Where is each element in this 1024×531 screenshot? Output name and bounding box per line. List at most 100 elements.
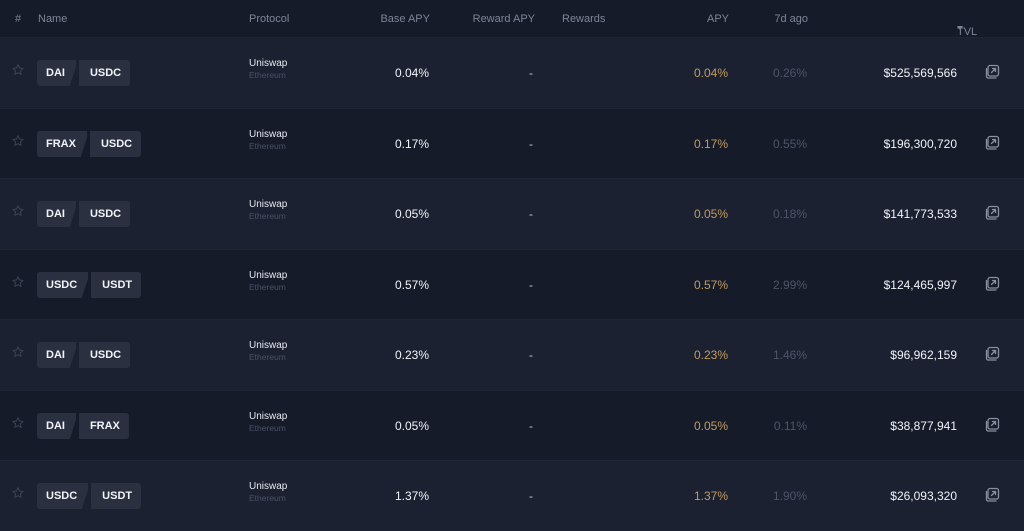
header-name[interactable]: Name (38, 13, 68, 25)
apy-7d-ago: 2.99% (772, 277, 807, 292)
token-pair[interactable]: USDC USDT (37, 483, 142, 509)
base-apy: 0.57% (394, 277, 429, 292)
protocol-cell[interactable]: Uniswap Ethereum (249, 129, 287, 151)
protocol-name: Uniswap (249, 269, 288, 281)
reward-apy: - (529, 418, 533, 433)
protocol-name: Uniswap (249, 410, 288, 422)
protocol-cell[interactable]: Uniswap Ethereum (249, 58, 287, 80)
table-row[interactable]: DAI USDC Uniswap Ethereum 0.23% - 0.23% … (0, 319, 1024, 390)
header-reward-apy[interactable]: Reward APY (472, 13, 535, 25)
tvl: $124,465,997 (883, 277, 957, 292)
table-header: # Name Protocol Base APY Reward APY Rewa… (0, 0, 1024, 38)
chain-name: Ethereum (249, 140, 286, 151)
token-pair[interactable]: DAI USDC (37, 201, 131, 227)
tvl: $38,877,941 (890, 418, 957, 433)
external-link-icon[interactable] (984, 417, 1000, 433)
external-link-icon[interactable] (984, 135, 1000, 151)
chain-name: Ethereum (249, 352, 286, 362)
tvl: $196,300,720 (883, 136, 957, 151)
header-tvl-label: TVL (957, 26, 978, 38)
reward-apy: - (529, 348, 533, 362)
sort-desc-icon (957, 26, 963, 30)
protocol-cell[interactable]: Uniswap Ethereum (249, 411, 287, 433)
token-1: USDC (37, 483, 89, 509)
token-1: DAI (37, 342, 76, 368)
base-apy: 0.23% (394, 348, 429, 362)
reward-apy: - (529, 277, 533, 292)
chain-name: Ethereum (249, 211, 286, 221)
token-2: USDT (91, 483, 142, 509)
apy-7d-ago: 0.18% (772, 207, 807, 221)
reward-apy: - (529, 207, 533, 221)
header-base-apy[interactable]: Base APY (380, 13, 430, 25)
token-pair[interactable]: USDC USDT (37, 271, 142, 298)
apy: 0.04% (693, 66, 728, 80)
token-pair[interactable]: DAI FRAX (37, 412, 129, 439)
star-icon[interactable] (11, 416, 25, 430)
apy-7d-ago: 1.90% (772, 489, 807, 503)
chain-name: Ethereum (249, 493, 286, 503)
token-2: FRAX (78, 412, 129, 439)
star-icon[interactable] (11, 63, 25, 77)
base-apy: 0.05% (394, 207, 429, 221)
protocol-cell[interactable]: Uniswap Ethereum (249, 340, 287, 362)
protocol-cell[interactable]: Uniswap Ethereum (249, 270, 287, 292)
external-link-icon[interactable] (984, 276, 1000, 292)
header-rank: # (15, 13, 22, 25)
header-protocol[interactable]: Protocol (249, 13, 290, 25)
reward-apy: - (529, 66, 533, 80)
chain-name: Ethereum (249, 70, 286, 80)
tvl: $26,093,320 (890, 489, 957, 503)
base-apy: 1.37% (394, 489, 429, 503)
star-icon[interactable] (11, 345, 25, 359)
chain-name: Ethereum (249, 281, 286, 292)
base-apy: 0.05% (394, 418, 429, 433)
table-row[interactable]: DAI FRAX Uniswap Ethereum 0.05% - 0.05% … (0, 389, 1024, 461)
protocol-name: Uniswap (249, 199, 288, 210)
apy-7d-ago: 0.26% (772, 66, 807, 80)
base-apy: 0.04% (394, 66, 429, 80)
star-icon[interactable] (11, 275, 25, 289)
token-2: USDC (78, 201, 131, 227)
header-7d-ago[interactable]: 7d ago (774, 13, 808, 25)
token-1: DAI (37, 412, 76, 439)
apy: 0.17% (693, 136, 728, 151)
reward-apy: - (529, 489, 533, 503)
header-apy[interactable]: APY (706, 13, 729, 25)
token-2: USDC (78, 342, 131, 368)
token-2: USDC (89, 130, 142, 157)
header-rewards[interactable]: Rewards (562, 13, 606, 25)
star-icon[interactable] (11, 134, 25, 148)
external-link-icon[interactable] (984, 64, 1000, 80)
token-pair[interactable]: FRAX USDC (37, 130, 142, 157)
token-pair[interactable]: DAI USDC (37, 60, 131, 86)
protocol-name: Uniswap (249, 128, 288, 140)
reward-apy: - (529, 136, 533, 151)
table-row[interactable]: DAI USDC Uniswap Ethereum 0.04% - 0.04% … (0, 37, 1024, 108)
token-1: FRAX (37, 130, 87, 157)
tvl: $141,773,533 (883, 207, 957, 221)
external-link-icon[interactable] (984, 487, 1000, 503)
star-icon[interactable] (11, 204, 25, 218)
protocol-cell[interactable]: Uniswap Ethereum (249, 199, 287, 221)
tvl: $96,962,159 (890, 348, 957, 362)
tvl: $525,569,566 (883, 66, 957, 80)
table-row[interactable]: FRAX USDC Uniswap Ethereum 0.17% - 0.17%… (0, 107, 1024, 179)
token-1: DAI (37, 201, 76, 227)
star-icon[interactable] (11, 486, 25, 500)
protocol-name: Uniswap (249, 481, 288, 492)
protocol-name: Uniswap (249, 340, 288, 351)
external-link-icon[interactable] (984, 205, 1000, 221)
table-row[interactable]: USDC USDT Uniswap Ethereum 0.57% - 0.57%… (0, 248, 1024, 320)
token-pair[interactable]: DAI USDC (37, 342, 131, 368)
table-row[interactable]: DAI USDC Uniswap Ethereum 0.05% - 0.05% … (0, 178, 1024, 249)
base-apy: 0.17% (394, 136, 429, 151)
external-link-icon[interactable] (984, 346, 1000, 362)
apy: 0.05% (693, 418, 728, 433)
table-row[interactable]: USDC USDT Uniswap Ethereum 1.37% - 1.37%… (0, 460, 1024, 531)
apy-7d-ago: 1.46% (772, 348, 807, 362)
apy: 1.37% (693, 489, 728, 503)
protocol-cell[interactable]: Uniswap Ethereum (249, 481, 287, 503)
apy: 0.23% (693, 348, 728, 362)
